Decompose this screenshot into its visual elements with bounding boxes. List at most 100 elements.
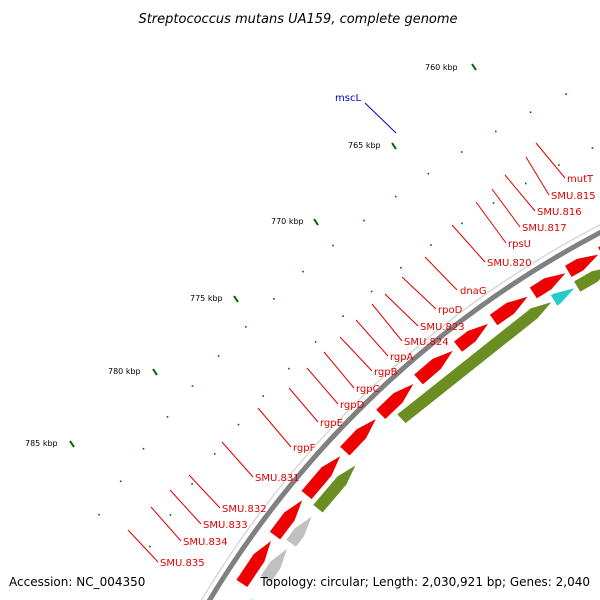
- backbone-outer: [206, 229, 600, 600]
- gene-label: rgpB: [374, 367, 398, 378]
- gene-label: SMU.815: [551, 191, 596, 202]
- gene-label: SMU.816: [537, 207, 582, 218]
- leader-line: [384, 293, 419, 327]
- cds-arrow: [454, 323, 489, 352]
- leader-line: [364, 102, 397, 134]
- guide-dot: [492, 202, 495, 204]
- guide-dot: [166, 416, 169, 418]
- guide-dot: [342, 315, 344, 317]
- guide-dot: [430, 244, 432, 246]
- guide-dot: [169, 514, 172, 516]
- gene-label: SMU.824: [404, 337, 449, 348]
- genome-backbone: [200, 223, 600, 600]
- cds-arrow-olive: [574, 269, 600, 292]
- leader-line: [288, 387, 319, 423]
- leader-line: [371, 303, 403, 342]
- gene-label: SMU.823: [420, 322, 465, 333]
- tick-mark: [152, 368, 158, 376]
- cds-arrow: [414, 350, 453, 385]
- cds-arrow: [529, 273, 566, 299]
- genome-info-text: Topology: circular; Length: 2,030,921 bp…: [259, 575, 590, 589]
- guide-dot: [191, 385, 194, 387]
- leader-line: [355, 319, 389, 357]
- tick-label: 775 kbp: [190, 294, 223, 303]
- gene-label: rgpC: [356, 384, 380, 395]
- leader-line: [127, 529, 159, 563]
- gene-label: SMU.820: [487, 258, 532, 269]
- cds-arrow: [565, 254, 599, 277]
- map-title: Streptococcus mutans UA159, complete gen…: [138, 12, 457, 27]
- leader-line: [451, 224, 486, 263]
- cds-arrow: [376, 384, 414, 419]
- tick-label: 785 kbp: [25, 439, 58, 448]
- cds-arrow: [269, 500, 303, 540]
- kbp-ticks: 760 kbp 765 kbp 770 kbp 775 kbp 780 kbp 785 k…: [25, 63, 477, 448]
- tick-label: 770 kbp: [271, 217, 304, 226]
- leader-line: [504, 174, 536, 212]
- guide-dot: [591, 147, 594, 149]
- guide-dot: [262, 395, 264, 397]
- tick-mark: [391, 142, 397, 150]
- guide-dot: [529, 111, 532, 113]
- tick-mark: [313, 218, 319, 226]
- guide-dot: [461, 222, 463, 225]
- guide-dot: [98, 513, 100, 516]
- cds-arrow: [301, 456, 341, 500]
- gene-features: [236, 246, 600, 600]
- leader-line: [169, 489, 202, 525]
- gene-label: mutT: [567, 174, 594, 185]
- gene-label: rpoD: [438, 305, 463, 316]
- cds-arrow-gray: [260, 548, 288, 583]
- leader-line: [188, 474, 221, 509]
- leader-line: [475, 201, 507, 244]
- tick-label: 780 kbp: [108, 367, 141, 376]
- guide-dot: [237, 423, 240, 426]
- guide-dot: [314, 341, 317, 343]
- tick-mark: [233, 295, 239, 303]
- guide-dot: [370, 290, 373, 293]
- guide-dot: [332, 244, 334, 247]
- gene-label: SMU.831: [255, 473, 300, 484]
- leader-line: [306, 367, 339, 405]
- cds-arrow: [236, 541, 271, 587]
- cds-arrow-cyan: [551, 288, 575, 306]
- leader-line: [221, 441, 254, 478]
- cds-arrow-olive: [313, 465, 356, 513]
- gene-label: rpsU: [508, 239, 531, 250]
- guide-dot: [213, 453, 216, 455]
- leader-line: [424, 256, 458, 291]
- backbone-shadow: [200, 223, 600, 600]
- grid-dots: [98, 93, 594, 548]
- leader-line: [491, 188, 521, 228]
- gene-label: rgpF: [293, 443, 316, 454]
- gene-label: SMU.817: [522, 223, 567, 234]
- cds-arrow: [489, 296, 528, 326]
- guide-dot: [302, 270, 304, 273]
- cds-arrow-gray: [286, 516, 312, 547]
- cds-arrow: [340, 419, 376, 456]
- gene-label: rgpD: [340, 400, 365, 411]
- gene-labels: mscL mutT SMU.815 SMU.816 SMU.817 rpsU SMU.820…: [160, 93, 596, 569]
- guide-dot: [363, 219, 365, 222]
- guide-dot: [245, 326, 247, 328]
- leader-line: [525, 156, 550, 196]
- gene-label: SMU.835: [160, 558, 205, 569]
- guide-dot: [217, 355, 220, 357]
- guide-dot: [558, 164, 560, 166]
- accession-text: Accession: NC_004350: [9, 575, 145, 589]
- guide-dot: [460, 151, 463, 153]
- guide-dot: [394, 195, 397, 198]
- guide-dot: [565, 93, 567, 95]
- leader-line: [535, 142, 566, 179]
- guide-dot: [495, 130, 497, 133]
- gene-label: SMU.834: [183, 537, 228, 548]
- gene-label: rgpA: [390, 352, 414, 363]
- tick-mark: [69, 440, 75, 448]
- leader-line: [150, 506, 182, 542]
- guide-dot: [119, 480, 122, 483]
- guide-dot: [427, 172, 430, 175]
- guide-dot: [400, 266, 402, 269]
- guide-dot: [142, 447, 145, 450]
- leader-line: [401, 276, 437, 310]
